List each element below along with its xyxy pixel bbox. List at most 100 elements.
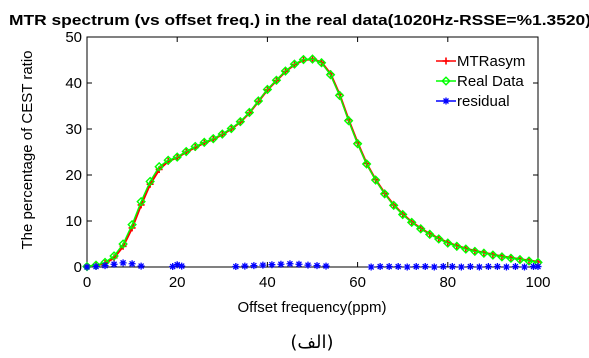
residual-point [83,263,91,271]
real-data-point [316,57,327,68]
real-data-point [127,219,137,230]
residual-point [92,263,100,271]
figure-caption: (الف) [290,332,333,353]
real-data-point [388,200,399,211]
real-data-point [361,159,372,169]
x-axis-ticks: 0 20 40 60 80 100 [83,37,551,291]
real-data-point [352,138,363,149]
legend-label: Real Data [457,73,524,90]
real-data-point [271,75,282,86]
real-data-point [235,116,246,127]
real-data-point [524,256,534,266]
residual-point [502,263,510,271]
residual-point [137,262,145,270]
real-data-point [298,54,309,65]
residual-point [475,263,483,271]
plot-area [86,36,539,268]
residual-point [430,263,438,271]
real-data-point [488,250,498,260]
y-tick-label: 30 [65,121,82,138]
y-tick-label: 40 [65,75,82,92]
residual-point [376,263,384,271]
residual-point [534,263,542,271]
real-data-point [244,107,255,118]
real-data-point [506,253,516,264]
residual-point [286,260,294,268]
y-tick-label: 0 [74,259,82,276]
residual-point [367,263,375,271]
legend-label: MTRasym [457,53,525,70]
residual-point [448,263,456,271]
legend-marker [441,76,451,86]
x-tick-label: 0 [83,274,91,291]
residual-point [484,263,492,271]
real-data-point [470,246,480,257]
residual-point [403,263,411,271]
real-data-point [172,152,182,162]
real-data-point [118,239,128,249]
real-data-point [343,115,354,126]
residual-point [421,263,429,271]
real-data-point [397,209,408,220]
residual-point [439,263,447,271]
residual-point [313,262,321,270]
real-data-point [289,59,300,69]
real-data-point [190,141,201,152]
series-layer [82,54,543,272]
real-data-point [217,129,228,139]
real-data-point [136,196,146,207]
real-data-point [253,96,264,106]
chart-title: MTR spectrum (vs offset freq.) in the re… [9,13,589,29]
real-data-point [379,189,390,199]
y-axis-label: The percentage of CEST ratio [19,51,36,250]
real-data-point [181,146,192,157]
legend-label: residual [457,93,510,110]
x-tick-label: 100 [525,274,550,291]
legend-marker [442,97,450,105]
real-data-point [443,238,453,248]
x-axis-label: Offset frequency(ppm) [238,299,387,316]
y-axis-ticks: 0 10 20 30 40 50 [65,29,538,276]
residual-point [394,263,402,271]
real-data-point [415,224,426,234]
residual-point [268,261,276,269]
legend-item-mtrasym: MTRasym [436,53,525,70]
residual-point [520,263,528,271]
residual-point [295,260,303,268]
residual-point [412,263,420,271]
real-data-point [307,54,318,64]
real-data-point [406,217,417,228]
residual-point [277,260,285,268]
real-data-point [145,176,155,187]
real-data-point [208,133,219,144]
residual-point [232,263,240,271]
residual-point [466,263,474,271]
real-data-point [515,254,525,265]
real-data-point [262,84,273,95]
x-tick-label: 20 [169,274,186,291]
real-data-point [226,123,237,134]
residual-point [385,263,393,271]
real-data-point [370,175,381,185]
real-data-point [433,234,444,244]
residual-point [241,262,249,270]
residual-point [173,261,181,269]
legend: MTRasym Real Data residual [436,53,525,110]
real-data-point [154,161,164,172]
real-data-point [497,252,507,262]
residual-point [169,263,177,271]
x-tick-label: 40 [259,274,276,291]
residual-point [511,263,519,271]
y-tick-label: 50 [65,29,82,46]
y-tick-label: 20 [65,167,82,184]
residual-point [101,262,109,270]
residual-point [493,263,501,271]
real-data-point [424,229,435,240]
real-data-point [109,251,119,261]
real-data-point [199,137,210,148]
y-tick-label: 10 [65,213,82,230]
residual-point [250,262,258,270]
legend-item-real-data: Real Data [436,73,524,90]
real-data-point [461,244,471,254]
real-data-point [452,241,462,252]
